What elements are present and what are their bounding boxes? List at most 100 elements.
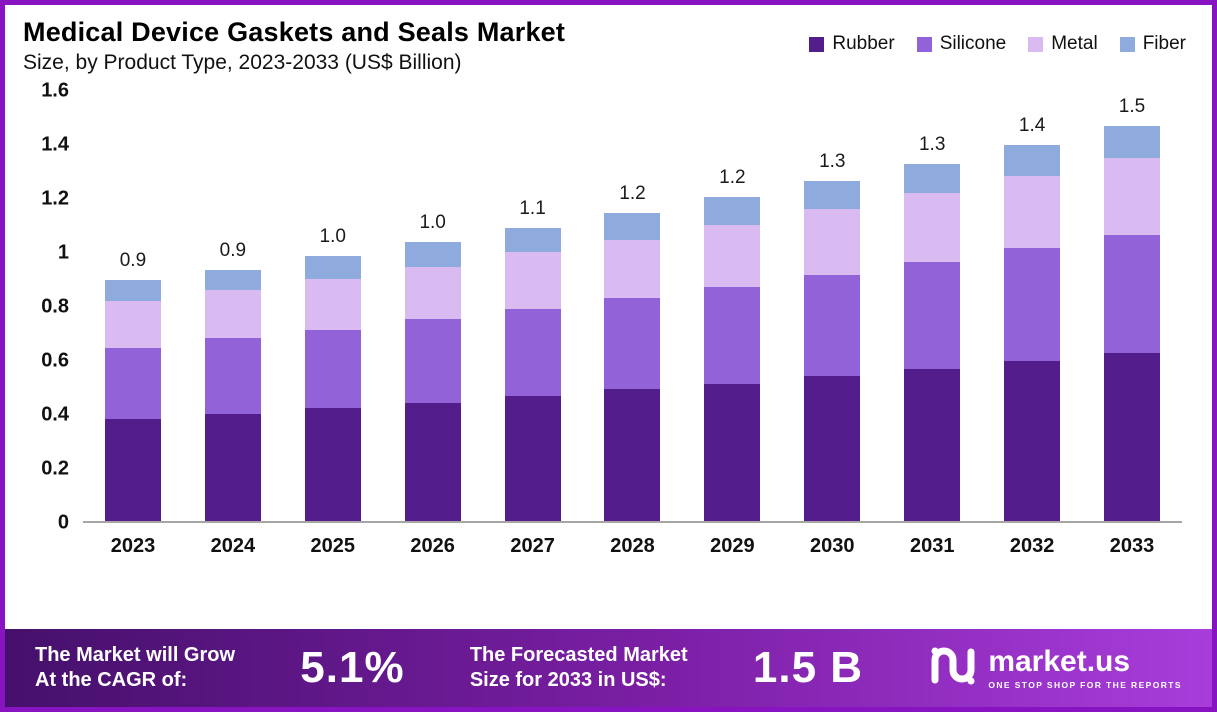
stacked-bar[interactable]: 1.4 xyxy=(1004,91,1061,521)
bar-segment-rubber[interactable] xyxy=(604,389,661,521)
bar-column: 1.3 xyxy=(782,91,882,521)
x-axis-row: 2023 2024 2025 2026 2027 2028 2029 2030 2031 2032… xyxy=(5,523,1212,558)
brand-block[interactable]: market.us ONE STOP SHOP FOR THE REPORTS xyxy=(928,644,1182,693)
x-tick-label: 2033 xyxy=(1109,535,1155,557)
legend-item: Rubber xyxy=(809,33,895,55)
bar-segment-rubber[interactable] xyxy=(404,402,461,521)
stacked-bar[interactable]: 1.3 xyxy=(804,91,861,521)
bar-total-label: 0.9 xyxy=(119,250,147,272)
bar-segment-silicone[interactable] xyxy=(204,338,261,414)
bar-segment-fiber[interactable] xyxy=(104,280,161,301)
bar-total-label: 1.3 xyxy=(819,151,846,173)
bar-segment-metal[interactable] xyxy=(204,289,261,339)
bar-segment-metal[interactable] xyxy=(804,209,861,276)
bar-segment-rubber[interactable] xyxy=(504,396,561,521)
bar-segment-metal[interactable] xyxy=(404,267,461,320)
bar-segment-silicone[interactable] xyxy=(304,330,361,409)
legend: Rubber Silicone Metal Fiber xyxy=(809,33,1186,55)
stacked-bar[interactable]: 1.2 xyxy=(704,91,761,521)
legend-item: Silicone xyxy=(916,33,1007,55)
bar-column: 1.3 xyxy=(882,91,982,521)
bar-total-label: 1.4 xyxy=(1018,114,1046,136)
stacked-bar[interactable]: 0.9 xyxy=(204,91,261,521)
bar-segment-fiber[interactable] xyxy=(304,256,361,280)
bar-segment-fiber[interactable] xyxy=(1104,125,1161,159)
bar-column: 0.9 xyxy=(83,91,183,521)
bar-segment-rubber[interactable] xyxy=(1004,361,1061,521)
bar-segment-metal[interactable] xyxy=(1004,175,1061,249)
y-tick-label: 0.4 xyxy=(41,403,69,426)
cagr-label-line2: At the CAGR of: xyxy=(35,669,188,691)
bar-segment-metal[interactable] xyxy=(504,252,561,309)
bar-segment-rubber[interactable] xyxy=(904,369,961,521)
y-axis: 0 0.2 0.4 0.6 0.8 1 1.2 1.4 1.6 xyxy=(21,80,83,534)
bar-segment-metal[interactable] xyxy=(704,225,761,288)
bar-segment-silicone[interactable] xyxy=(804,275,861,376)
bar-total-label: 1.2 xyxy=(619,183,646,205)
bar-segment-metal[interactable] xyxy=(1104,158,1161,235)
brand-tagline: ONE STOP SHOP FOR THE REPORTS xyxy=(988,679,1182,690)
bar-segment-silicone[interactable] xyxy=(104,347,161,419)
x-tick-label: 2028 xyxy=(610,535,655,557)
bar-segment-fiber[interactable] xyxy=(404,241,461,268)
bar-total-label: 1.2 xyxy=(719,167,746,189)
y-tick-label: 0.2 xyxy=(41,457,69,480)
stacked-bar[interactable]: 1.3 xyxy=(904,91,961,521)
bar-total-label: 1.3 xyxy=(918,133,946,155)
x-tick-label: 2029 xyxy=(710,535,755,557)
bar-segment-metal[interactable] xyxy=(604,240,661,298)
page-title: Medical Device Gaskets and Seals Market xyxy=(23,17,566,47)
bar-segment-fiber[interactable] xyxy=(204,269,261,290)
stacked-bar[interactable]: 1.0 xyxy=(304,91,361,521)
bar-segment-rubber[interactable] xyxy=(304,408,361,521)
bar-segment-silicone[interactable] xyxy=(504,308,561,397)
x-tick-label: 2024 xyxy=(210,535,256,557)
bar-segment-rubber[interactable] xyxy=(204,413,261,521)
forecast-label: The Forecasted Market Size for 2033 in U… xyxy=(470,643,688,693)
x-tick-label: 2031 xyxy=(909,535,955,557)
bar-segment-fiber[interactable] xyxy=(1004,144,1061,176)
bar-segment-rubber[interactable] xyxy=(104,418,161,521)
stacked-bar[interactable]: 1.1 xyxy=(504,91,561,521)
legend-item: Metal xyxy=(1028,33,1098,55)
bar-segment-silicone[interactable] xyxy=(1104,234,1161,354)
brand-wave-icon xyxy=(928,644,978,693)
bar-segment-rubber[interactable] xyxy=(804,375,861,521)
bar-segment-silicone[interactable] xyxy=(1004,248,1061,362)
titles-block: Medical Device Gaskets and Seals Market … xyxy=(23,17,565,75)
bar-segment-metal[interactable] xyxy=(304,279,361,331)
bar-segment-silicone[interactable] xyxy=(904,261,961,370)
x-tick-label: 2023 xyxy=(110,535,156,557)
x-tick-label: 2025 xyxy=(310,535,356,557)
stacked-bar[interactable]: 0.9 xyxy=(104,91,161,521)
stacked-bar[interactable]: 1.2 xyxy=(604,91,661,521)
bar-segment-fiber[interactable] xyxy=(504,228,561,253)
y-tick-label: 0.8 xyxy=(41,295,69,318)
bar-segment-fiber[interactable] xyxy=(604,213,661,241)
legend-swatch xyxy=(1119,36,1135,52)
bar-segment-metal[interactable] xyxy=(104,300,161,348)
bar-segment-fiber[interactable] xyxy=(704,197,761,226)
bar-total-label: 1.0 xyxy=(319,226,346,248)
bar-total-label: 1.5 xyxy=(1118,95,1146,117)
bar-total-label: 1.1 xyxy=(519,198,546,220)
plot-area: 0.9 0.9 1.0 1.0 1.1 1.2 1.2 1.3 1.3 1.4 1.5 xyxy=(83,91,1182,523)
bar-segment-silicone[interactable] xyxy=(404,319,461,403)
bar-segment-rubber[interactable] xyxy=(1104,353,1161,521)
bar-segment-fiber[interactable] xyxy=(804,181,861,210)
legend-swatch xyxy=(916,36,932,52)
bar-segment-silicone[interactable] xyxy=(604,297,661,390)
legend-label: Silicone xyxy=(939,33,1007,54)
stacked-bar[interactable]: 1.5 xyxy=(1104,91,1161,521)
stacked-bar[interactable]: 1.0 xyxy=(404,91,461,521)
bar-segment-silicone[interactable] xyxy=(704,287,761,384)
bar-segment-fiber[interactable] xyxy=(904,163,961,194)
bar-segment-rubber[interactable] xyxy=(704,383,761,521)
bar-segment-metal[interactable] xyxy=(904,193,961,262)
cagr-label-line1: The Market will Grow xyxy=(35,644,236,666)
bar-column: 1.2 xyxy=(583,91,683,521)
brand-text: market.us ONE STOP SHOP FOR THE REPORTS xyxy=(988,646,1182,690)
legend-swatch xyxy=(1028,36,1044,52)
y-tick-label: 1 xyxy=(57,241,69,264)
